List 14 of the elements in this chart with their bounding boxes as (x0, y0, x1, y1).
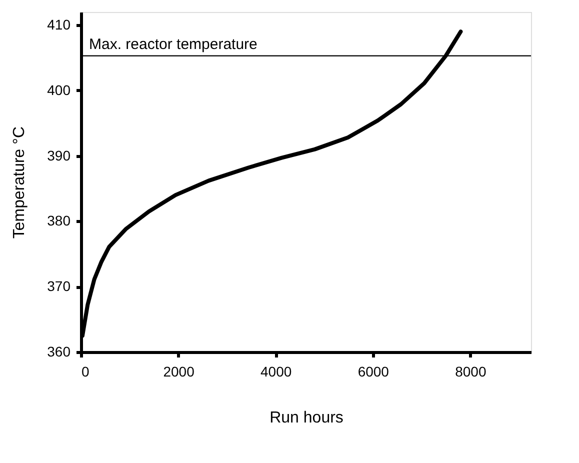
x-tick-label: 6000 (358, 364, 390, 380)
x-tick-label: 8000 (455, 364, 486, 380)
ref-line-label: Max. reactor temperature (89, 36, 258, 53)
y-tick-label: 410 (47, 16, 71, 33)
y-tick-label: 380 (47, 212, 71, 229)
x-tick-label: 4000 (260, 364, 292, 380)
y-tick-label: 390 (47, 147, 71, 164)
y-tick-label: 360 (47, 344, 71, 360)
x-tick-label: 2000 (163, 364, 195, 380)
y-axis-title: Temperature °C (11, 126, 28, 239)
y-tick-label: 400 (47, 82, 71, 98)
x-axis-title: Run hours (270, 410, 344, 426)
x-tick-label: 0 (82, 364, 90, 380)
y-tick-label: 370 (47, 278, 71, 294)
